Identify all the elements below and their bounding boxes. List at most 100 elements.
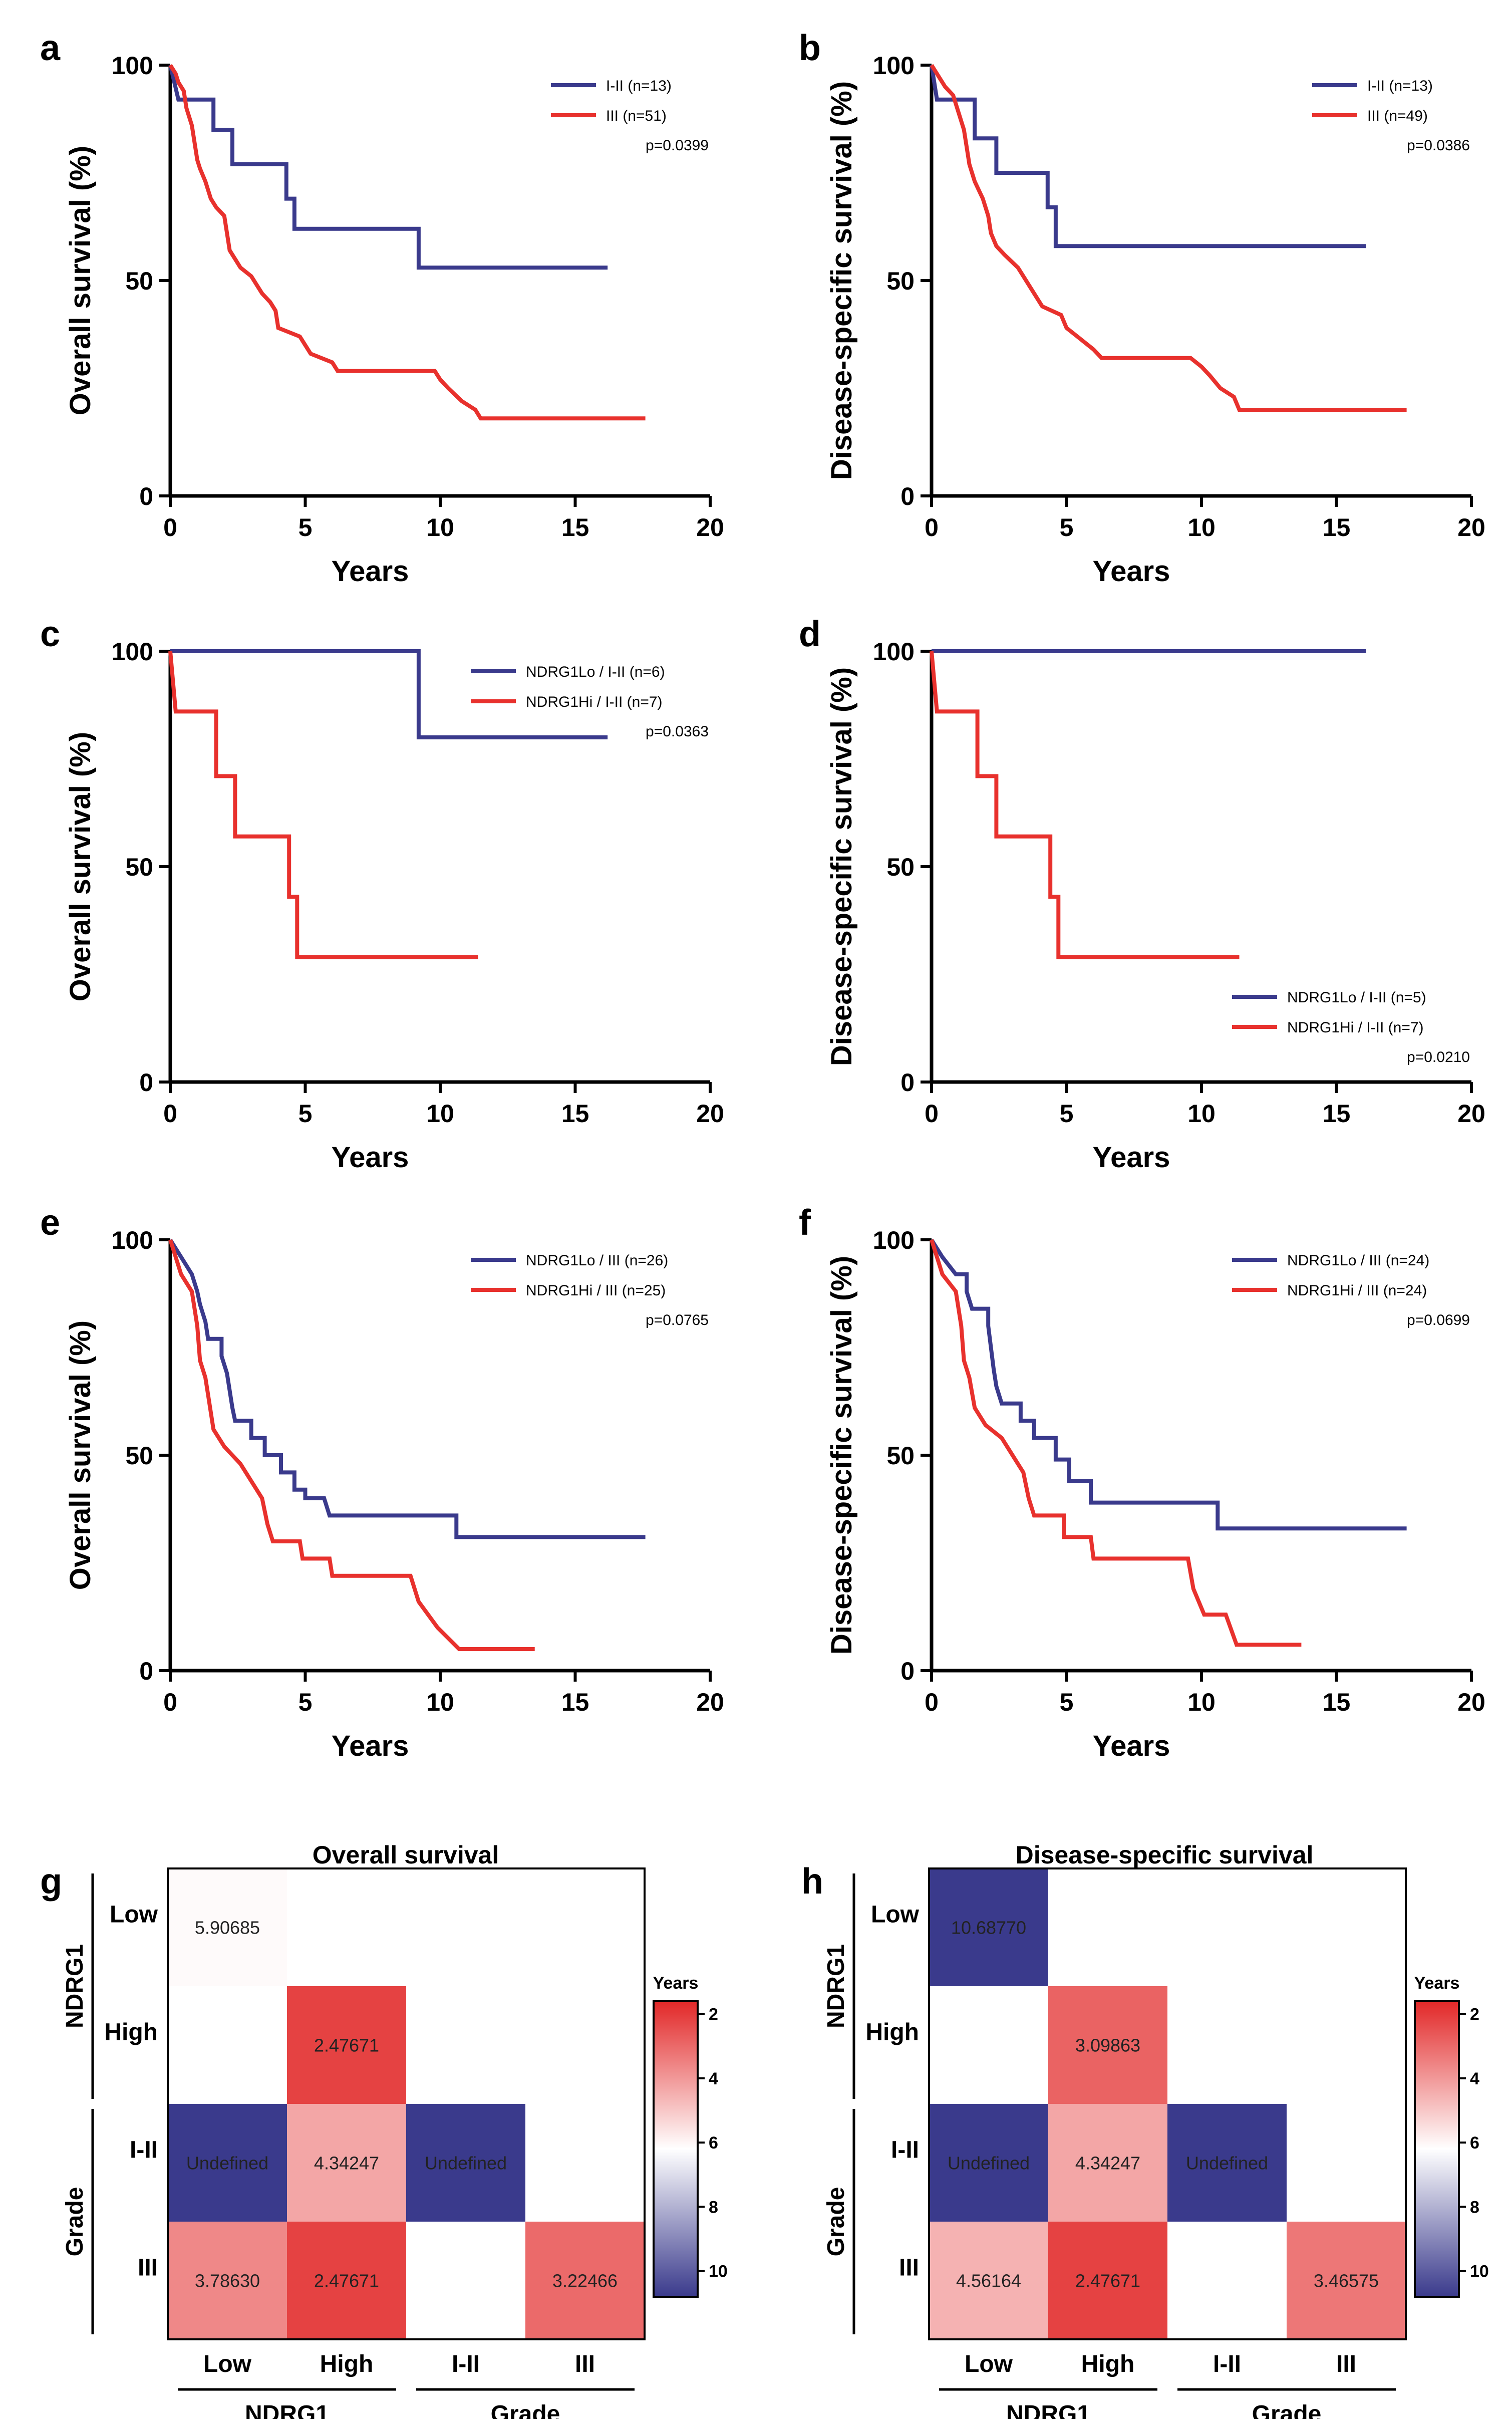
y-tick-label: 0: [139, 1657, 153, 1685]
row-label: III: [899, 2255, 919, 2281]
legend-label: NDRG1Lo / I-II (n=5): [1287, 989, 1426, 1006]
legend-label: III (n=49): [1367, 108, 1428, 124]
colorbar-tick-label: 4: [1470, 2069, 1479, 2088]
heatmap-cell-value: 10.68770: [951, 1918, 1026, 1938]
panel-label-d: d: [799, 614, 821, 654]
heatmap-cell: [525, 2222, 645, 2339]
legend-label: NDRG1Hi / III (n=24): [1287, 1282, 1427, 1299]
x-tick-label: 20: [696, 1688, 724, 1716]
colorbar-tick-label: 8: [1470, 2198, 1479, 2217]
heatmap-cell-value: 3.22466: [552, 2271, 618, 2291]
x-axis-title: Years: [332, 555, 409, 588]
heatmap-cell-value: 2.47671: [1075, 2271, 1140, 2291]
heatmap-cell-value: 3.09863: [1075, 2035, 1140, 2056]
colorbar-tick-label: 2: [709, 2005, 718, 2024]
row-group-label: Grade: [823, 2187, 849, 2257]
y-tick-label: 100: [112, 638, 153, 666]
x-tick-label: 10: [1187, 1688, 1216, 1716]
colorbar: [1414, 2000, 1460, 2298]
y-tick-label: 50: [886, 267, 915, 295]
colorbar-tick-label: 4: [709, 2069, 718, 2088]
heatmap-cell: [287, 1986, 406, 2104]
x-tick-label: 0: [163, 1688, 177, 1716]
colorbar-tick-label: 10: [1470, 2262, 1489, 2281]
y-axis-title: Disease-specific survival (%): [825, 81, 858, 480]
heatmap-cell: [287, 2104, 406, 2222]
survival-plot-b: b 0 50 100 0 5 10 15 20 Years Disease-specific sur…: [799, 28, 1485, 588]
panel-label-b: b: [799, 28, 821, 68]
x-tick-label: 15: [561, 1100, 589, 1128]
heatmap-cell: [1048, 2104, 1167, 2222]
y-tick-label: 50: [125, 267, 153, 295]
legend-label: NDRG1Hi / III (n=25): [526, 1282, 666, 1299]
x-tick-label: 5: [1060, 1100, 1074, 1128]
series-line-d-red: [930, 651, 1240, 959]
row-group-label: Grade: [62, 2187, 88, 2257]
heatmap-cell: [929, 2104, 1048, 2222]
y-axis-title: Overall survival (%): [64, 146, 97, 415]
colorbar-tick-label: 2: [1470, 2005, 1479, 2024]
heatmap-cell-value: Undefined: [948, 2153, 1030, 2174]
panel-label-e: e: [40, 1203, 60, 1243]
colorbar-label: Years: [653, 1974, 699, 1993]
x-tick-label: 10: [426, 1688, 454, 1716]
x-tick-label: 20: [696, 1100, 724, 1128]
heatmap-cell: [168, 1868, 287, 1986]
y-tick-label: 0: [139, 482, 153, 510]
p-value: p=0.0765: [646, 1312, 709, 1328]
col-label: Low: [203, 2351, 252, 2377]
survival-plot-f: f 0 50 100 0 5 10 15 20 Years Disease-specific sur…: [799, 1203, 1485, 1762]
heatmap-cell-value: Undefined: [1186, 2153, 1268, 2174]
heatmap-title: Disease-specific survival: [1016, 1841, 1314, 1869]
colorbar-tick-label: 6: [709, 2133, 718, 2153]
y-tick-label: 0: [900, 482, 915, 510]
x-tick-label: 10: [1187, 513, 1216, 542]
legend-label: NDRG1Lo / III (n=26): [526, 1252, 668, 1269]
heatmap-cell-value: 3.46575: [1314, 2271, 1379, 2291]
series-line-f-blue: [930, 1238, 1407, 1531]
legend-label: I-II (n=13): [1367, 78, 1433, 94]
col-group-label: Grade: [491, 2401, 560, 2419]
legend-label: NDRG1Hi / I-II (n=7): [1287, 1019, 1424, 1036]
x-tick-label: 0: [925, 513, 939, 542]
heatmap-cell-value: 2.47671: [314, 2271, 379, 2291]
heatmap-cell-value: 4.34247: [1075, 2153, 1140, 2174]
row-label: Low: [110, 1902, 158, 1928]
col-label: High: [1081, 2351, 1135, 2377]
x-tick-label: 15: [1323, 513, 1351, 542]
y-tick-label: 0: [900, 1657, 915, 1685]
p-value: p=0.0363: [646, 723, 709, 740]
series-line-c-red: [168, 651, 478, 959]
series-line-f-red: [930, 1239, 1302, 1647]
heatmap-frame: [167, 1867, 646, 2340]
x-tick-label: 0: [925, 1100, 939, 1128]
panel-label-g: g: [40, 1861, 62, 1902]
y-tick-label: 100: [112, 1226, 153, 1254]
colorbar-tick-label: 10: [709, 2262, 728, 2281]
colorbar-label: Years: [1414, 1974, 1460, 1993]
y-axis-title: Disease-specific survival (%): [825, 1256, 858, 1655]
legend-label: NDRG1Lo / III (n=24): [1287, 1252, 1429, 1269]
y-tick-label: 0: [900, 1068, 915, 1097]
heatmap-cell: [406, 2104, 525, 2222]
heatmap-cell: [168, 2222, 287, 2339]
x-tick-label: 0: [925, 1688, 939, 1716]
x-tick-label: 15: [1323, 1688, 1351, 1716]
x-tick-label: 20: [1457, 1100, 1485, 1128]
p-value: p=0.0210: [1407, 1049, 1470, 1065]
y-tick-label: 0: [139, 1068, 153, 1097]
heatmap-cell-value: Undefined: [186, 2153, 268, 2174]
x-tick-label: 10: [426, 513, 454, 542]
col-group-label: NDRG1: [1006, 2401, 1090, 2419]
panel-label-c: c: [40, 614, 60, 654]
colorbar-tick-label: 6: [1470, 2133, 1479, 2153]
row-label: III: [138, 2255, 158, 2281]
x-tick-label: 0: [163, 513, 177, 542]
x-tick-label: 5: [298, 513, 313, 542]
heatmap-h: h Disease-specific survival 10.68770 3.0986…: [801, 1841, 1489, 2419]
heatmap-cell: [1167, 2104, 1287, 2222]
series-line-e-red: [168, 1239, 535, 1651]
series-line-a-red: [168, 64, 646, 421]
heatmap-frame: [928, 1867, 1407, 2340]
